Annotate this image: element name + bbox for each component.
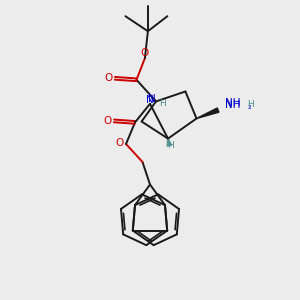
Text: H: H [159, 99, 166, 108]
Text: O: O [141, 48, 149, 58]
Text: O: O [104, 73, 112, 83]
Text: O: O [103, 116, 112, 126]
Text: N: N [146, 95, 154, 105]
Text: NH: NH [225, 98, 241, 108]
Text: O: O [115, 138, 124, 148]
Text: H: H [168, 141, 174, 150]
Text: NH: NH [225, 100, 240, 110]
Polygon shape [196, 108, 219, 119]
Text: ₂: ₂ [248, 102, 251, 111]
Text: H: H [247, 100, 254, 109]
Text: N: N [148, 94, 156, 104]
